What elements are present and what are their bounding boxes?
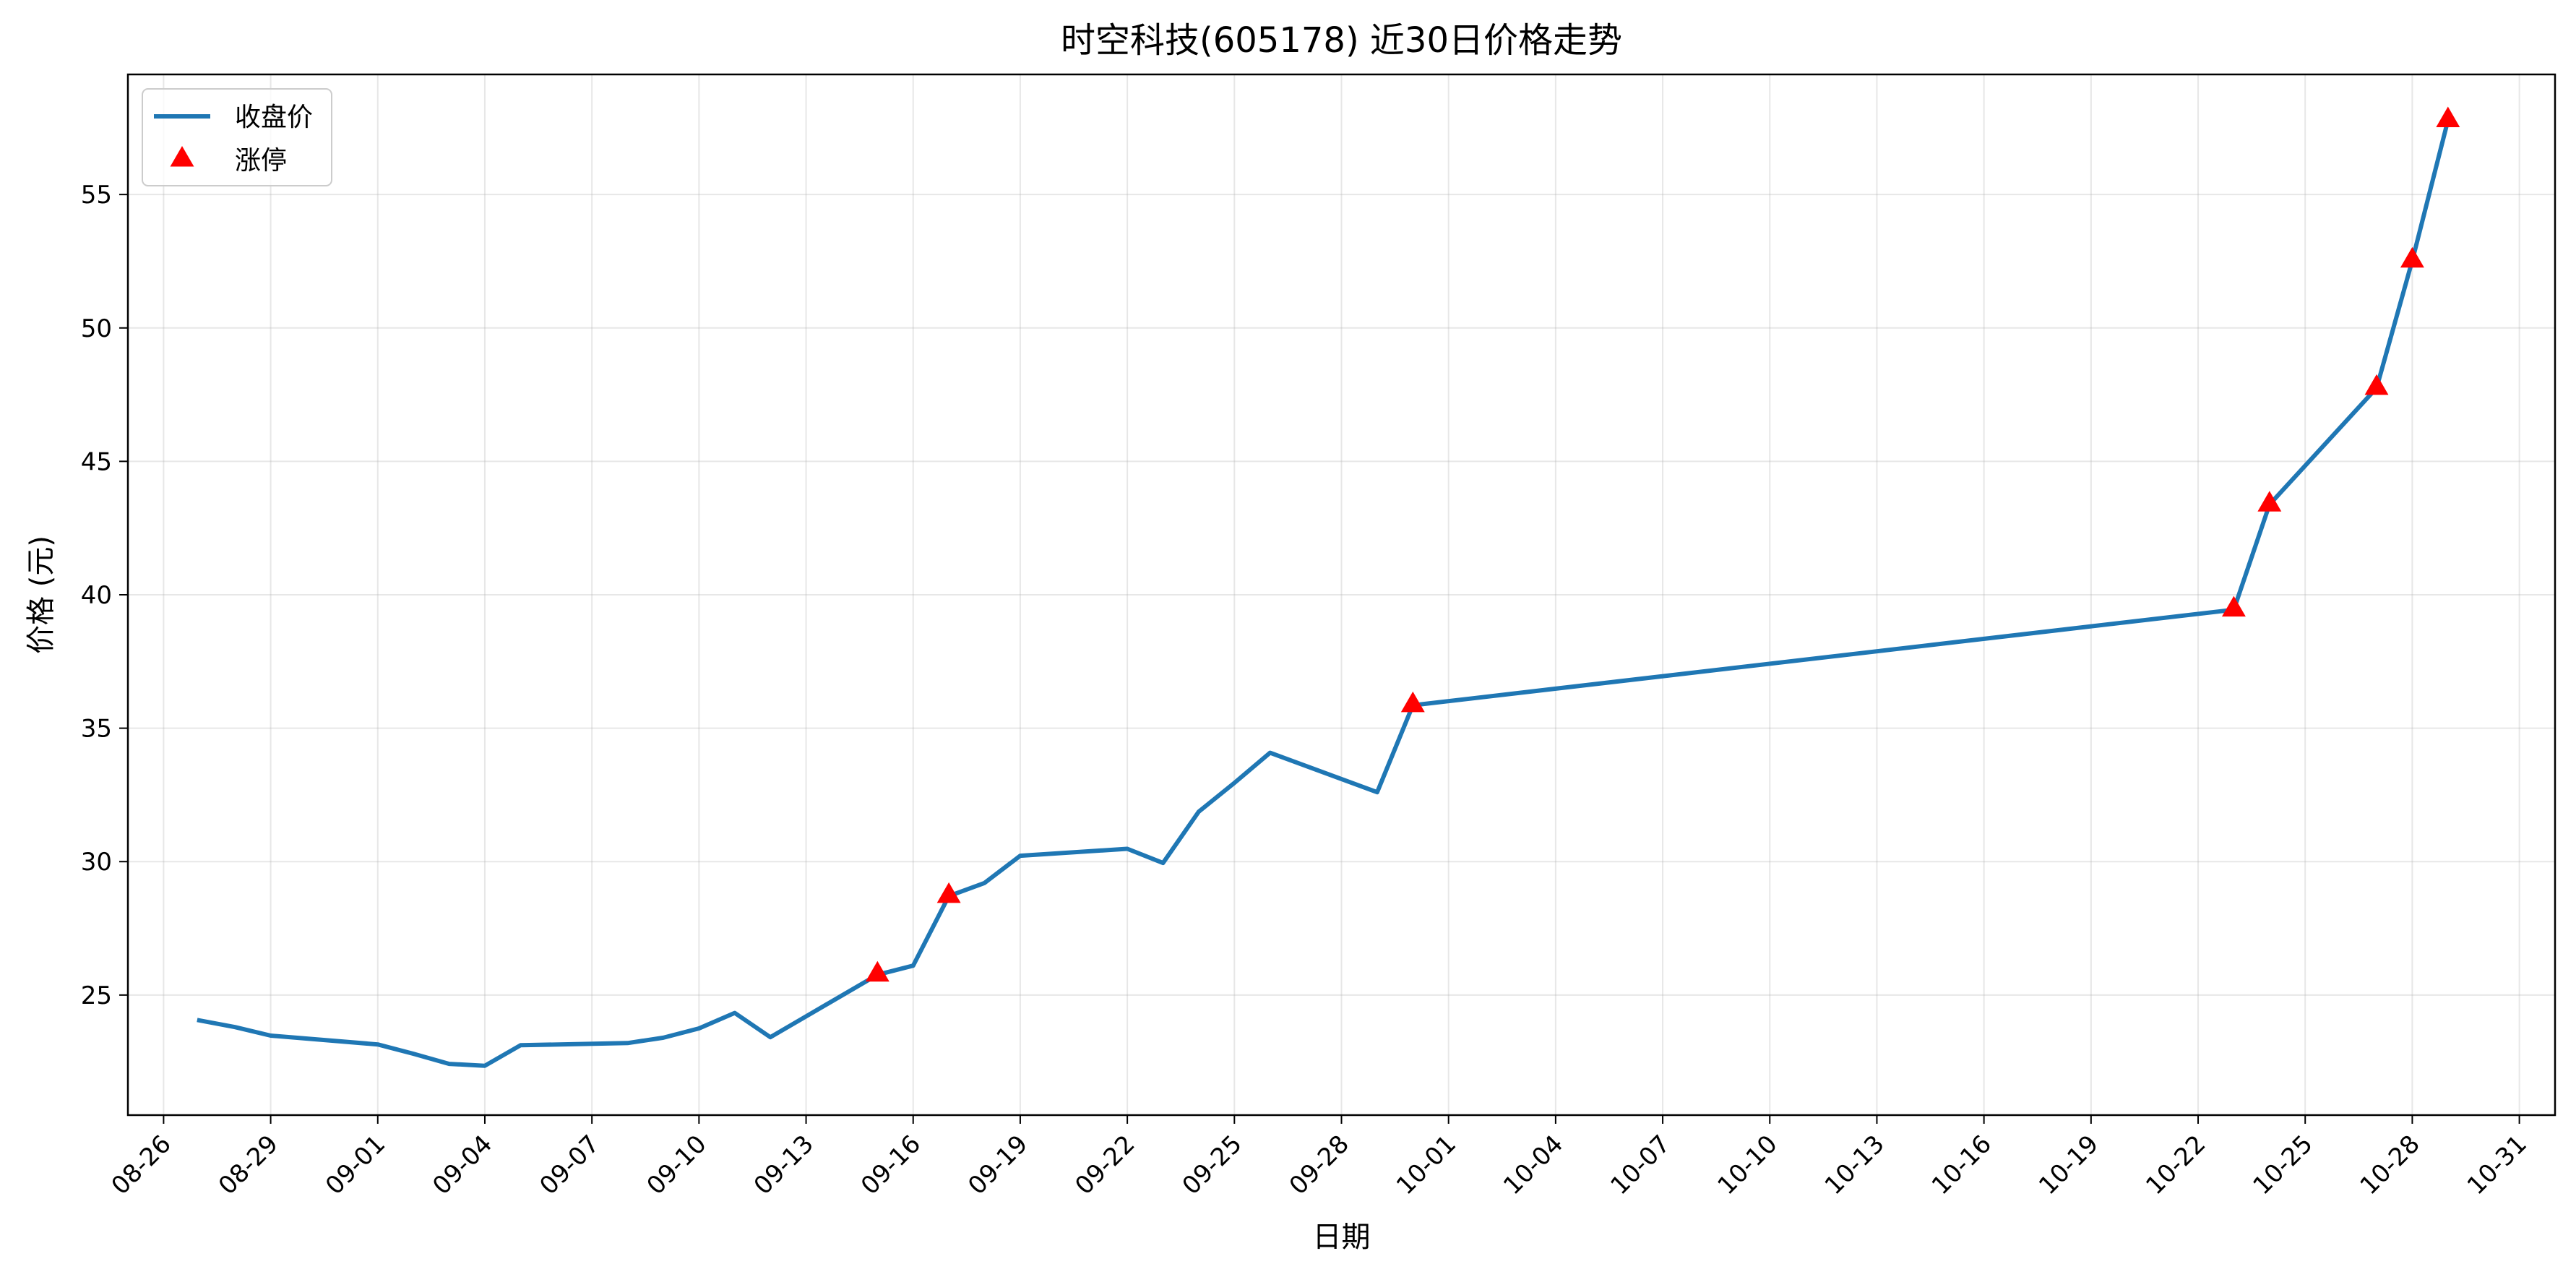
limit-up-marker — [2221, 595, 2246, 617]
limit-up-marker — [2364, 374, 2389, 395]
legend-marker-swatch — [170, 146, 194, 167]
limit-up-marker — [2400, 246, 2424, 268]
limit-up-marker — [2257, 491, 2282, 512]
close-price-line — [197, 117, 2451, 1068]
y-tick-label: 25 — [81, 981, 112, 1010]
grid-lines — [128, 74, 2555, 1115]
y-tick-label: 30 — [81, 848, 112, 877]
x-axis-title: 日期 — [1313, 1221, 1371, 1254]
y-tick-label: 35 — [81, 715, 112, 744]
limit-up-marker — [936, 882, 961, 903]
y-tick-label: 45 — [81, 447, 112, 476]
y-tick-label: 55 — [81, 181, 112, 210]
series-layer — [197, 106, 2460, 1068]
y-axis: 25 30 35 40 45 50 55 — [81, 181, 128, 1010]
legend-label-close-price: 收盘价 — [235, 103, 313, 132]
chart-title: 时空科技(605178) 近30日价格走势 — [1061, 20, 1622, 61]
limit-up-marker — [1400, 691, 1425, 713]
y-tick-label: 50 — [81, 314, 112, 343]
limit-up-marker — [2436, 106, 2460, 128]
y-axis-title: 价格 (元) — [25, 536, 58, 654]
limit-up-marker — [865, 960, 889, 982]
legend-label-limit-up: 涨停 — [235, 146, 287, 176]
y-tick-label: 40 — [81, 581, 112, 610]
